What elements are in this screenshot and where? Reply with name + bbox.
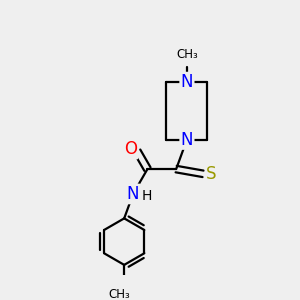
Text: O: O — [124, 140, 137, 158]
Text: S: S — [206, 165, 217, 183]
Text: H: H — [142, 189, 152, 203]
Text: N: N — [181, 73, 193, 91]
Text: CH₃: CH₃ — [108, 288, 130, 300]
Text: N: N — [127, 185, 139, 203]
Text: CH₃: CH₃ — [176, 48, 198, 61]
Text: N: N — [181, 130, 193, 148]
